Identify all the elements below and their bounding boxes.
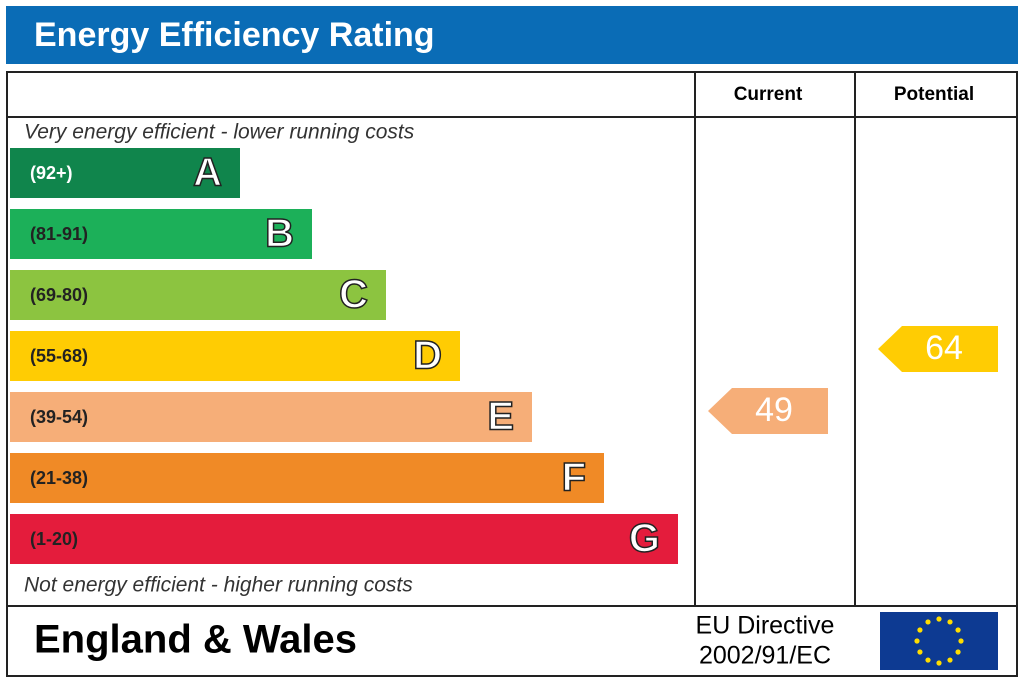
- band-letter: F: [562, 456, 586, 500]
- top-note: Very energy efficient - lower running co…: [24, 121, 415, 144]
- band-letter: A: [193, 151, 222, 195]
- band-range: (81-91): [30, 224, 88, 244]
- star: [925, 657, 931, 663]
- star: [917, 627, 923, 633]
- directive-line: EU Directive: [696, 612, 835, 640]
- band-range: (92+): [30, 163, 73, 183]
- title: Energy Efficiency Rating: [34, 16, 435, 54]
- band-letter: B: [265, 212, 294, 256]
- star: [936, 660, 942, 666]
- directive-line: 2002/91/EC: [699, 642, 831, 670]
- band-letter: C: [339, 273, 368, 317]
- current-arrow: [708, 388, 828, 434]
- band-bar: [10, 453, 604, 503]
- band-letter: E: [487, 395, 514, 439]
- star: [955, 649, 961, 655]
- band-letter: D: [413, 334, 442, 378]
- band-bar: [10, 392, 532, 442]
- star: [917, 649, 923, 655]
- star: [936, 616, 942, 622]
- star: [925, 619, 931, 625]
- frame: [6, 71, 1018, 677]
- star: [947, 657, 953, 663]
- current-value: 49: [755, 391, 793, 429]
- star: [958, 638, 964, 644]
- band-bar: [10, 270, 386, 320]
- band-letter: G: [629, 517, 660, 561]
- star: [955, 627, 961, 633]
- band-range: (69-80): [30, 285, 88, 305]
- eu-flag: [880, 612, 998, 670]
- potential-arrow: [878, 326, 998, 372]
- title-bar: [6, 6, 1018, 64]
- star: [914, 638, 920, 644]
- band-range: (21-38): [30, 468, 88, 488]
- column-header: Potential: [894, 84, 974, 105]
- band-range: (39-54): [30, 407, 88, 427]
- band-bar: [10, 148, 240, 198]
- band-bar: [10, 209, 312, 259]
- band-bar: [10, 331, 460, 381]
- star: [947, 619, 953, 625]
- band-bar: [10, 514, 678, 564]
- band-range: (1-20): [30, 529, 78, 549]
- region: England & Wales: [34, 618, 357, 662]
- bottom-note: Not energy efficient - higher running co…: [24, 574, 413, 597]
- potential-value: 64: [925, 329, 963, 367]
- column-header: Current: [734, 84, 803, 105]
- band-range: (55-68): [30, 346, 88, 366]
